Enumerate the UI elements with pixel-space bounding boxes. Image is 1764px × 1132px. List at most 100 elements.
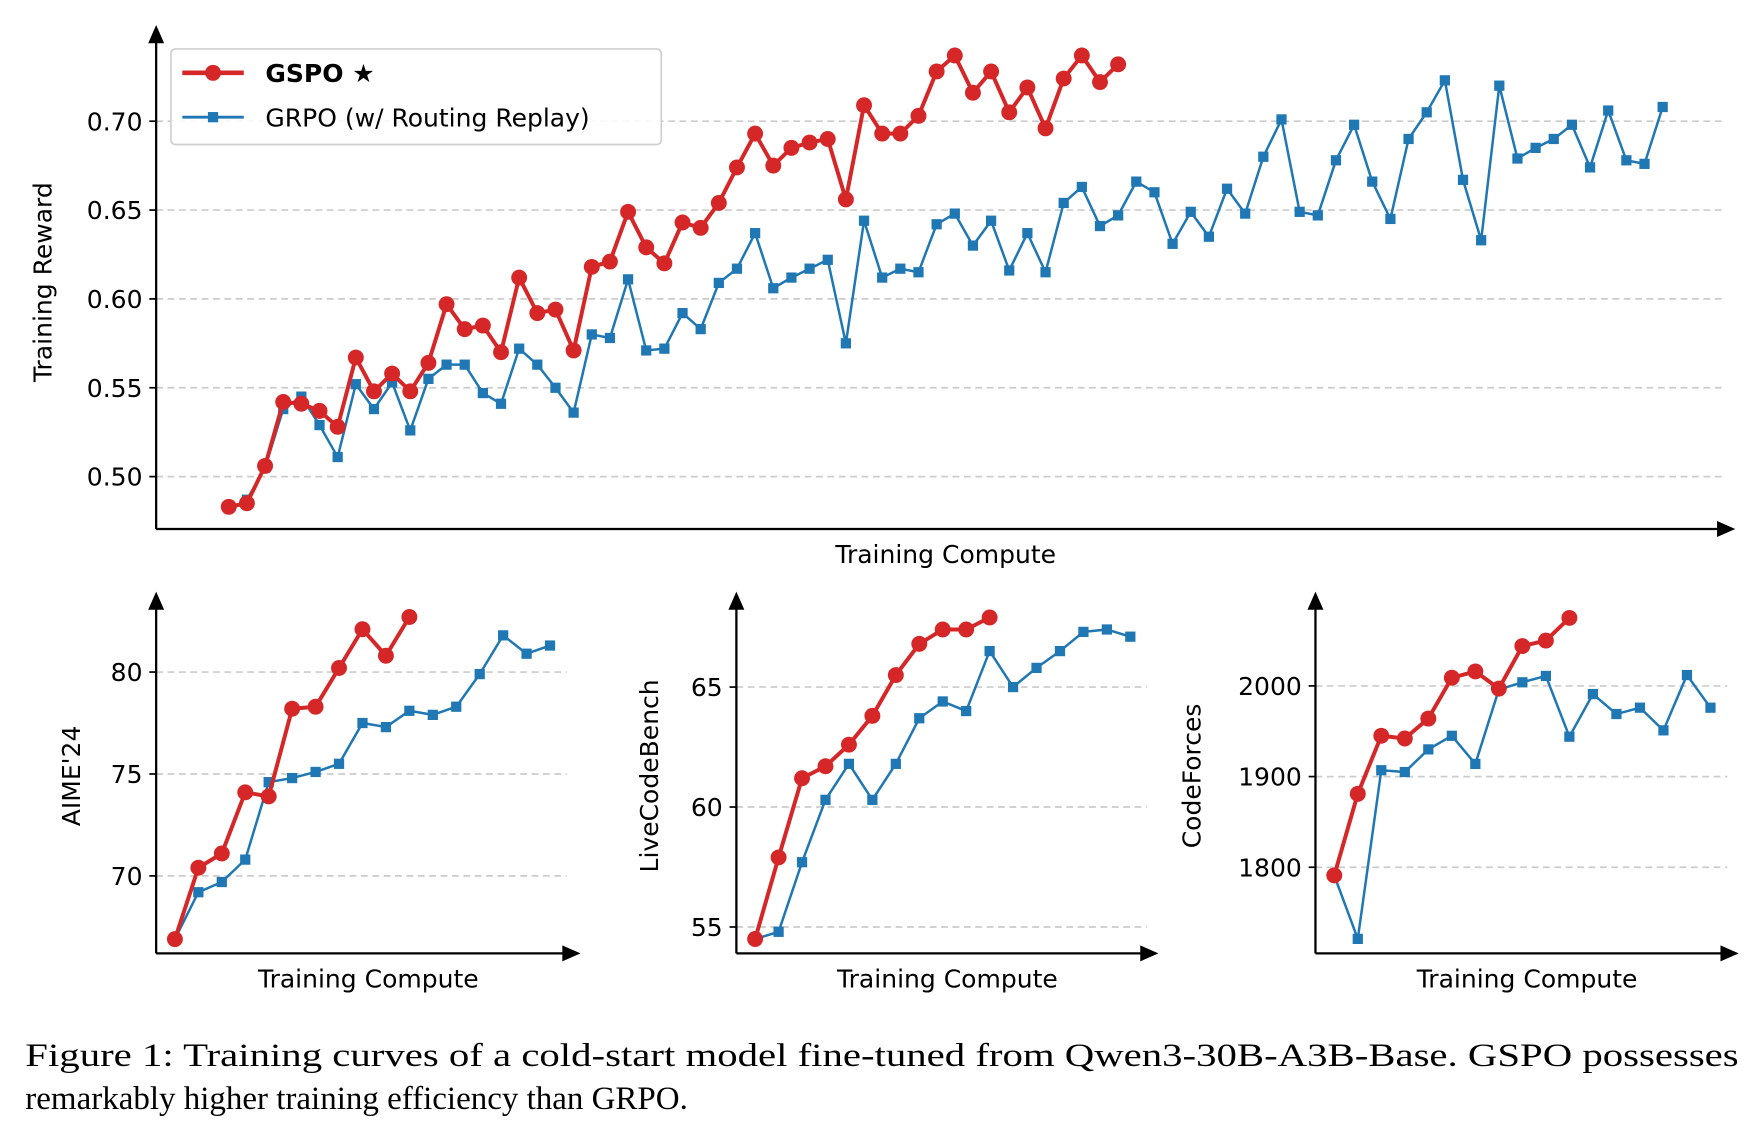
grpo-point — [1564, 731, 1575, 742]
series-gspo — [1326, 609, 1578, 884]
grpo-line — [1333, 673, 1712, 941]
y-axis-arrow-icon — [1307, 591, 1324, 610]
y-tick-label: 0.50 — [87, 463, 143, 492]
series-grpo — [1329, 669, 1716, 944]
grpo-point — [1125, 631, 1136, 642]
gspo-point — [1110, 56, 1127, 73]
grpo-point — [441, 359, 452, 370]
series-grpo — [169, 630, 556, 945]
gspo-point — [794, 770, 810, 787]
gspo-point — [856, 97, 872, 114]
grpo-point — [332, 451, 343, 463]
gspo-point — [817, 758, 834, 775]
grpo-point — [840, 338, 852, 349]
grpo-point — [1040, 267, 1051, 278]
grpo-point — [1004, 265, 1015, 276]
grpo-point — [1540, 670, 1551, 682]
grpo-point — [796, 857, 808, 868]
grpo-point — [1399, 766, 1410, 778]
gspo-point — [729, 159, 745, 176]
grpo-point — [1240, 208, 1251, 219]
y-tick-label: 2000 — [1238, 672, 1302, 701]
grpo-point — [1330, 155, 1342, 166]
grpo-point — [1054, 645, 1066, 657]
grpo-point — [1470, 758, 1481, 770]
grpo-point — [1058, 197, 1069, 209]
gspo-point — [770, 849, 787, 866]
gspo-point — [981, 609, 998, 626]
grpo-point — [1221, 183, 1233, 194]
grpo-point — [1131, 176, 1142, 187]
gspo-point — [911, 635, 928, 652]
gspo-point — [874, 125, 891, 142]
grpo-point — [937, 696, 948, 707]
x-axis-arrow-icon — [562, 945, 581, 962]
grpo-line — [173, 634, 551, 940]
grpo-point — [659, 343, 670, 354]
chart-reward: 0.50 0.55 0.60 0.65 0.70 Training Compute Trai… — [28, 25, 1736, 569]
grpo-point — [949, 208, 960, 219]
grpo-point — [380, 721, 392, 733]
grpo-point — [586, 329, 597, 340]
gspo-point — [710, 194, 727, 211]
grpo-point — [474, 668, 485, 680]
grpo-point — [357, 717, 368, 729]
gspo-point — [1019, 79, 1036, 96]
caption-line-2: remarkably higher training efficiency th… — [25, 1081, 688, 1117]
grpo-point — [1639, 158, 1650, 169]
grpo-point — [961, 705, 972, 717]
gspo-point — [928, 63, 945, 80]
grpo-point — [216, 876, 227, 888]
gspo-point — [213, 845, 230, 862]
grpo-point — [1439, 75, 1450, 86]
grpo-point — [1681, 669, 1693, 681]
gspo-point — [365, 383, 382, 400]
chart-codeforces: 1800 1900 2000 Training Compute CodeForces — [1178, 591, 1739, 994]
gspo-point — [946, 47, 963, 64]
grpo-point — [1276, 114, 1287, 125]
grpo-point — [1621, 155, 1632, 166]
grpo-point — [1167, 238, 1178, 249]
gspo-point — [529, 305, 546, 322]
x-axis-label: Training Compute — [257, 965, 479, 994]
y-tick-label: 0.65 — [87, 196, 143, 225]
gspo-point — [1073, 47, 1090, 64]
grpo-point — [1657, 101, 1668, 113]
gspo-point — [819, 131, 836, 147]
gspo-point — [260, 788, 277, 805]
gspo-point — [837, 191, 854, 208]
grpo-point — [1348, 119, 1360, 130]
grpo-point — [1376, 765, 1387, 776]
gspo-point — [638, 239, 655, 256]
grpo-point — [1031, 662, 1042, 673]
series-grpo — [241, 75, 1668, 505]
grpo-point — [568, 407, 579, 418]
gspo-point — [347, 349, 364, 366]
grpo-point — [695, 323, 706, 335]
grpo-point — [1587, 688, 1599, 700]
gspo-point — [1373, 727, 1390, 744]
grpo-point — [641, 345, 652, 356]
gspo-point — [1349, 785, 1366, 802]
grpo-point — [532, 359, 543, 370]
grpo-point — [477, 387, 488, 399]
legend-gspo-marker — [205, 64, 222, 81]
grpo-point — [820, 794, 831, 805]
grpo-point — [677, 308, 688, 319]
y-tick-label: 1900 — [1238, 763, 1302, 792]
gspo-line — [753, 615, 991, 940]
gspo-point — [220, 498, 237, 515]
gspo-point — [1396, 730, 1413, 747]
grpo-point — [1294, 206, 1305, 217]
gspo-point — [565, 342, 582, 359]
gspo-point — [547, 301, 564, 318]
grpo-point — [1658, 725, 1669, 736]
grpo-point — [750, 228, 761, 239]
gspo-point — [311, 402, 328, 419]
grpo-point — [713, 277, 724, 289]
grpo-point — [550, 382, 561, 393]
x-axis-label: Training Compute — [836, 965, 1058, 994]
grpo-point — [521, 648, 532, 659]
gspo-point — [892, 125, 909, 142]
